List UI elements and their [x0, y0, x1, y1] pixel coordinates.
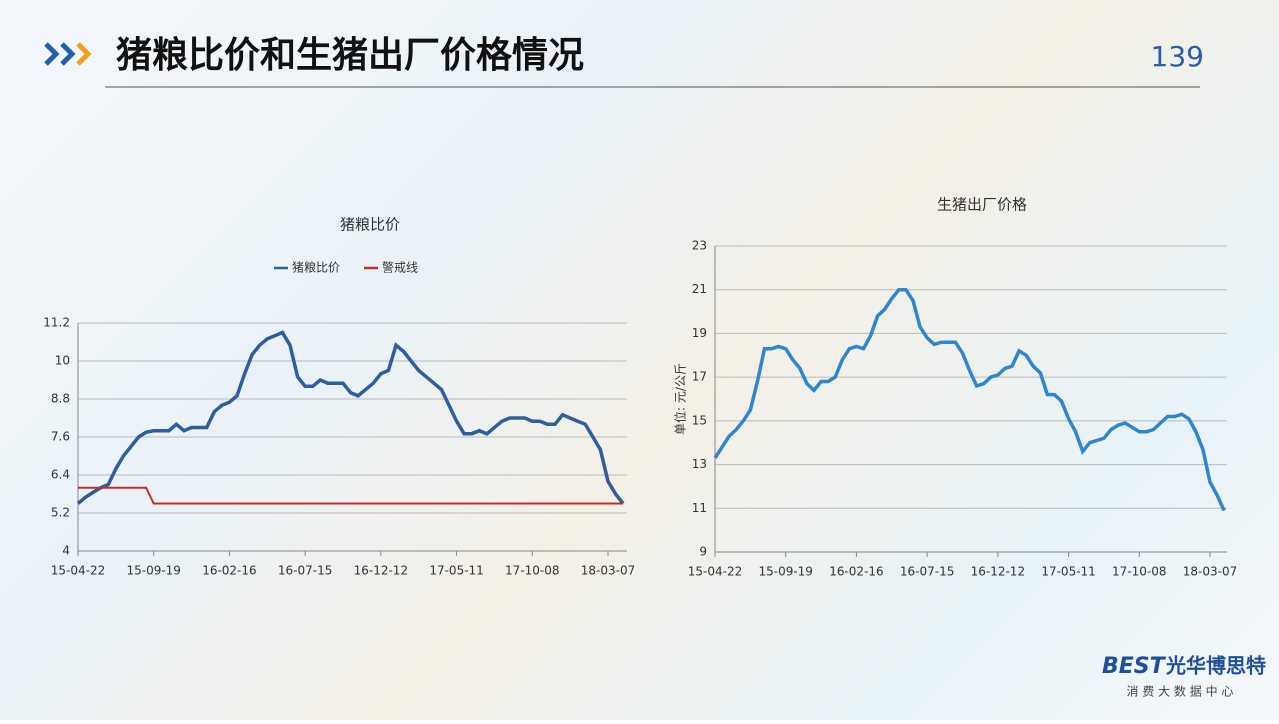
- x-tick-label: 16-12-12: [971, 565, 1025, 579]
- page-number: 139: [1151, 40, 1204, 73]
- y-tick-label: 11.2: [43, 316, 70, 330]
- y-tick-label: 11: [692, 501, 707, 515]
- x-tick-label: 17-10-08: [505, 564, 559, 578]
- x-tick-label: 16-07-15: [900, 565, 954, 579]
- x-tick-label: 17-10-08: [1112, 565, 1166, 579]
- x-tick-label: 15-09-19: [758, 565, 812, 579]
- x-tick-label: 16-02-16: [829, 565, 883, 579]
- brand-logo: BEST: [1102, 654, 1167, 679]
- chart-title: 生猪出厂价格: [937, 196, 1027, 214]
- brand-name: 光华博思特: [1165, 654, 1266, 678]
- x-tick-label: 15-09-19: [126, 564, 180, 578]
- x-tick-label: 18-03-07: [1183, 565, 1237, 579]
- y-tick-label: 6.4: [51, 468, 70, 482]
- legend-label: 猪粮比价: [292, 260, 340, 275]
- slide-title: 猪粮比价和生猪出厂价格情况: [116, 35, 584, 76]
- y-tick-label: 10: [55, 354, 70, 368]
- y-tick-label: 7.6: [51, 430, 70, 444]
- x-tick-label: 16-02-16: [202, 564, 256, 578]
- y-tick-label: 13: [692, 457, 707, 471]
- x-tick-label: 16-07-15: [278, 564, 332, 578]
- x-tick-label: 15-04-22: [51, 564, 105, 578]
- x-tick-label: 16-12-12: [354, 564, 408, 578]
- chart-title: 猪粮比价: [340, 216, 400, 234]
- x-tick-label: 15-04-22: [688, 565, 742, 579]
- brand-tagline: 消 费 大 数 据 中 心: [1127, 684, 1234, 699]
- series-line: [713, 287, 1226, 512]
- y-tick-label: 4: [62, 544, 70, 558]
- y-tick-label: 8.8: [51, 392, 70, 406]
- y-tick-label: 15: [692, 413, 707, 427]
- y-tick-label: 9: [699, 545, 707, 559]
- header-icon: [44, 42, 92, 66]
- y-tick-label: 19: [692, 326, 707, 340]
- y-tick-label: 17: [692, 370, 707, 384]
- series-line: [76, 330, 625, 505]
- x-tick-label: 17-05-11: [429, 564, 483, 578]
- y-axis-label: 单位: 元/公斤: [673, 363, 688, 435]
- x-tick-label: 17-05-11: [1041, 565, 1095, 579]
- legend-label: 警戒线: [382, 260, 418, 275]
- y-tick-label: 21: [692, 282, 707, 296]
- y-tick-label: 23: [692, 239, 707, 253]
- series-line: [78, 486, 624, 505]
- y-tick-label: 5.2: [51, 506, 70, 520]
- x-tick-label: 18-03-07: [581, 564, 635, 578]
